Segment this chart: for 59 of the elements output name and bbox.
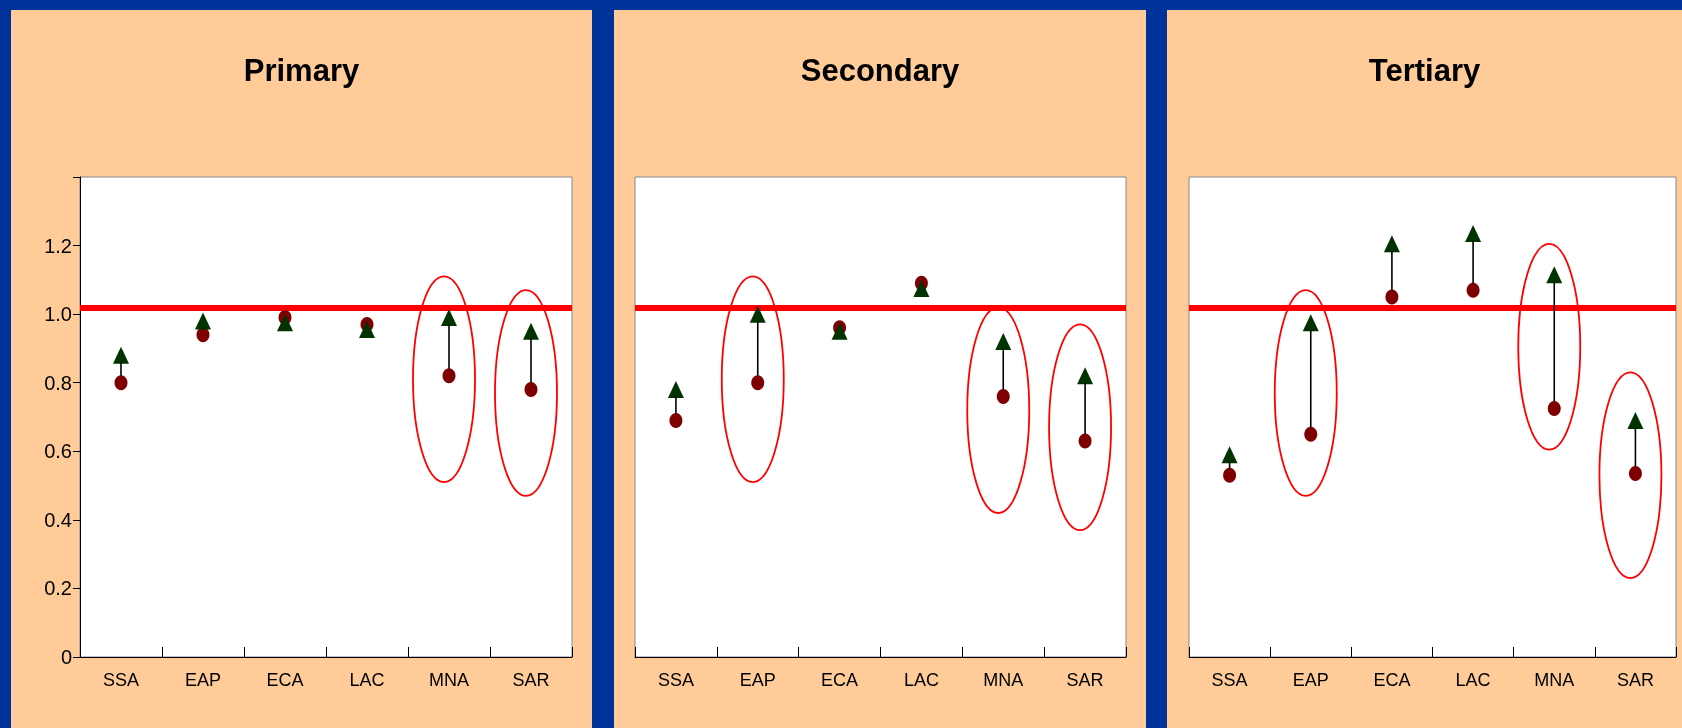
y-tick-label: 0.8 <box>44 371 72 394</box>
point <box>996 388 1010 404</box>
point <box>442 368 456 384</box>
chart-title: Tertiary <box>1368 53 1481 88</box>
point <box>524 382 538 398</box>
x-tick-label: LAC <box>1455 670 1491 690</box>
point <box>995 333 1012 351</box>
point <box>913 279 930 297</box>
x-tick-label: SSA <box>102 670 140 690</box>
point <box>195 312 211 330</box>
point <box>1627 411 1644 429</box>
point <box>1465 225 1482 243</box>
x-tick-label: ECA <box>266 670 304 690</box>
x-tick-label: MNA <box>429 670 469 690</box>
x-tick-label: SAR <box>512 670 550 690</box>
point <box>1302 314 1319 332</box>
x-tick-label: SSA <box>1211 670 1248 690</box>
point <box>1304 426 1318 442</box>
y-tick-label: 1.2 <box>44 234 72 257</box>
chart-title: Secondary <box>800 53 961 88</box>
x-tick-label: ECA <box>1373 670 1411 690</box>
point <box>1546 266 1563 284</box>
x-tick-label: LAC <box>349 670 385 690</box>
y-tick-label: 0.4 <box>44 508 72 531</box>
point <box>1385 289 1399 305</box>
point <box>277 314 293 332</box>
point <box>441 309 457 327</box>
point <box>751 375 765 391</box>
x-tick-label: ECA <box>821 670 859 690</box>
point <box>1628 466 1642 482</box>
y-tick-label: 0.6 <box>44 440 72 463</box>
x-tick-label: MNA <box>983 670 1024 690</box>
x-tick-label: SSA <box>657 670 694 690</box>
x-tick-label: EAP <box>1292 670 1329 690</box>
x-tick-label: SAR <box>1066 670 1104 690</box>
point <box>523 322 539 340</box>
y-tick-label: 0.2 <box>44 577 72 600</box>
point <box>669 412 683 428</box>
x-tick-label: MNA <box>1534 670 1575 690</box>
point <box>749 305 766 323</box>
point <box>667 381 684 399</box>
x-tick-label: LAC <box>903 670 939 690</box>
point <box>359 321 375 339</box>
point <box>1078 433 1092 449</box>
point <box>1547 400 1561 416</box>
point <box>1077 367 1094 385</box>
point <box>114 375 128 391</box>
x-tick-label: SAR <box>1616 670 1654 690</box>
point <box>1466 282 1480 298</box>
chart-title: Primary <box>243 53 360 88</box>
x-tick-label: EAP <box>184 670 222 690</box>
y-tick-label: 0 <box>60 646 72 668</box>
point <box>1221 446 1238 464</box>
point <box>1223 467 1237 483</box>
y-tick-label: 1.0 <box>44 303 72 326</box>
point <box>1383 235 1400 253</box>
x-tick-label: EAP <box>739 670 776 690</box>
point <box>113 346 129 364</box>
point <box>831 322 848 340</box>
